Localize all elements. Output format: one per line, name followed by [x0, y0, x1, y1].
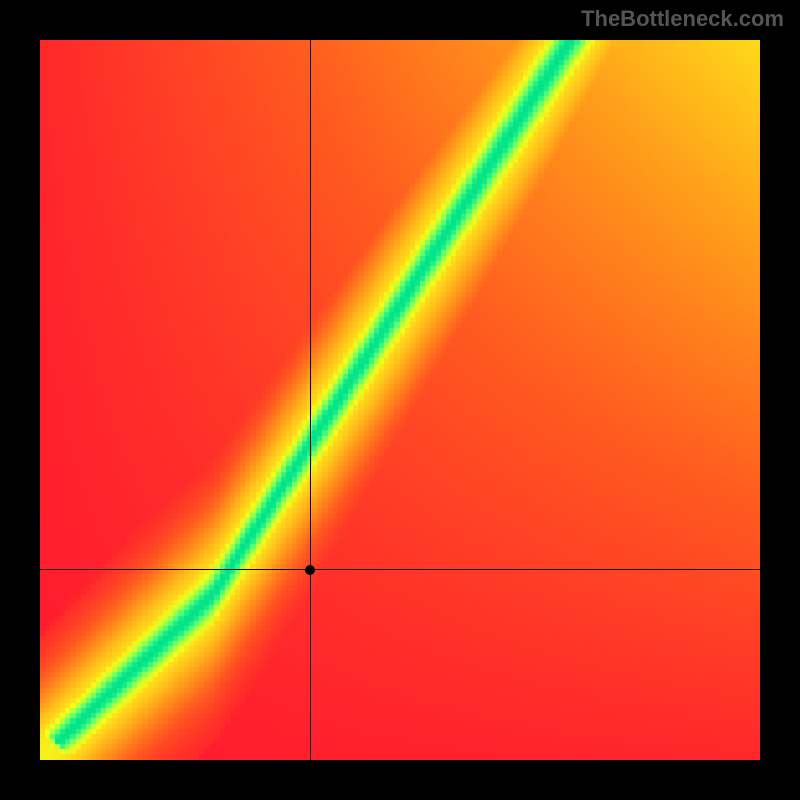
chart-container: TheBottleneck.com: [0, 0, 800, 800]
bottleneck-heatmap: [40, 40, 760, 760]
crosshair-marker-dot: [305, 565, 315, 575]
crosshair-horizontal: [40, 569, 760, 570]
watermark-text: TheBottleneck.com: [581, 6, 784, 32]
crosshair-vertical: [310, 40, 311, 760]
